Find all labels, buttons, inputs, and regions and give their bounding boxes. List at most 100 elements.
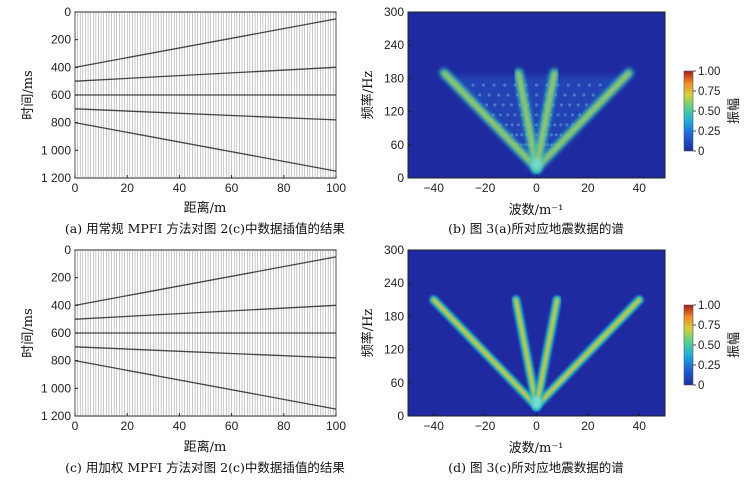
- aliasing-speckle: [578, 113, 582, 117]
- aliasing-speckle: [563, 113, 567, 117]
- x-tick-label: 20: [121, 419, 135, 433]
- x-tick-label: 100: [326, 419, 346, 433]
- aliasing-speckle: [554, 133, 558, 137]
- aliasing-speckle: [553, 123, 557, 127]
- aliasing-speckle: [516, 123, 520, 127]
- panel-a-y-ticks: 0 200 400 600 800 1 000 1 200: [41, 5, 78, 185]
- panel-d-spectrum: [429, 295, 644, 411]
- aliasing-speckle: [491, 113, 495, 117]
- panel-b: −40 −20 0 20 40 0 60 120 180 240 300 波数/m⁻¹ 频率/Hz…: [360, 5, 742, 236]
- y-tick-label: 240: [384, 38, 404, 52]
- x-tick-label: −20: [475, 181, 496, 195]
- aliasing-speckle: [549, 133, 553, 137]
- spectral-apex: [531, 396, 542, 409]
- aliasing-speckle: [481, 83, 486, 87]
- x-tick-label: 40: [633, 181, 647, 195]
- aliasing-speckle: [509, 103, 514, 107]
- seismic-event: [74, 108, 337, 121]
- seismic-event: [74, 18, 337, 68]
- panel-a-events: [74, 18, 337, 172]
- y-tick-label: 120: [384, 343, 404, 357]
- aliasing-speckle: [587, 83, 592, 87]
- panel-c-events: [74, 256, 337, 410]
- aliasing-speckle: [506, 93, 510, 97]
- panel-c-x-ticks: 0 20 40 60 80 100: [72, 413, 346, 433]
- x-tick-label: 0: [72, 181, 79, 195]
- panel-b-y-ticks: 0 60 120 180 240 300: [384, 5, 411, 185]
- aliasing-speckle: [471, 83, 475, 87]
- y-tick-label: 1 200: [41, 409, 71, 423]
- panel-d-y-ticks: 0 60 120 180 240 300: [384, 243, 411, 423]
- y-tick-label: 800: [51, 354, 71, 368]
- panel-d-x-label: 波数/m⁻¹: [509, 441, 564, 456]
- x-tick-label: 20: [581, 419, 595, 433]
- panel-b-x-ticks: −40 −20 0 20 40: [424, 175, 647, 195]
- y-tick-label: 300: [384, 243, 404, 257]
- seismic-event: [74, 66, 337, 82]
- y-tick-label: 1 000: [41, 381, 71, 395]
- y-tick-label: 1 200: [41, 171, 71, 185]
- panel-c-y-ticks: 0 200 400 600 800 1 000 1 200: [41, 243, 78, 423]
- y-tick-label: 180: [384, 309, 404, 323]
- aliasing-speckle: [570, 113, 575, 117]
- aliasing-speckle: [523, 143, 527, 147]
- aliasing-speckle: [484, 103, 489, 107]
- y-tick-label: 180: [384, 71, 404, 85]
- aliasing-speckle: [556, 113, 560, 117]
- spectral-energy-band: [535, 298, 641, 408]
- x-tick-label: 100: [326, 181, 346, 195]
- y-tick-label: 60: [391, 376, 405, 390]
- y-tick-label: 300: [384, 5, 404, 19]
- y-tick-label: 240: [384, 276, 404, 290]
- x-tick-label: 60: [225, 419, 239, 433]
- x-tick-label: 40: [173, 181, 187, 195]
- aliasing-speckle: [503, 83, 507, 87]
- seismic-event: [74, 360, 337, 410]
- panel-c-x-label: 距离/m: [184, 439, 227, 455]
- aliasing-speckle: [568, 103, 572, 107]
- spectral-apex: [531, 158, 542, 171]
- y-tick-label: 800: [51, 116, 71, 130]
- aliasing-speckle: [572, 93, 576, 97]
- aliasing-speckle: [493, 103, 497, 107]
- aliasing-speckle: [584, 103, 589, 107]
- x-tick-label: 40: [633, 419, 647, 433]
- y-tick-label: 1 000: [41, 143, 71, 157]
- x-tick-label: 0: [533, 419, 540, 433]
- y-tick-label: 0: [397, 409, 404, 423]
- x-tick-label: 0: [533, 181, 540, 195]
- panel-b-y-label: 频率/Hz: [360, 71, 376, 120]
- aliasing-speckle: [515, 133, 519, 137]
- panel-c-y-label: 时间/ms: [21, 308, 36, 357]
- colorbar-tick-label: 0.75: [698, 86, 720, 98]
- aliasing-speckle: [498, 113, 503, 117]
- panel-a-x-ticks: 0 20 40 60 80 100: [72, 175, 346, 195]
- x-tick-label: 80: [277, 181, 291, 195]
- x-tick-label: −20: [475, 419, 496, 433]
- panel-a-x-label: 距离/m: [184, 200, 227, 216]
- panel-a-y-label: 时间/ms: [21, 70, 36, 119]
- aliasing-speckle: [478, 93, 482, 97]
- aliasing-speckle: [559, 123, 563, 127]
- panel-b-colorbar-ticks: 1.00 0.75 0.50 0.25 0: [693, 66, 720, 158]
- aliasing-speckle: [566, 83, 570, 87]
- seismic-event: [74, 256, 337, 306]
- x-tick-label: 0: [72, 419, 79, 433]
- y-tick-label: 600: [51, 88, 71, 102]
- aliasing-speckle: [577, 83, 581, 87]
- y-tick-label: 400: [51, 60, 71, 74]
- x-tick-label: 60: [225, 181, 239, 195]
- spectral-energy-band: [535, 71, 631, 170]
- panel-b-caption: (b) 图 3(a)所对应地震数据的谱: [448, 221, 624, 236]
- aliasing-speckle: [506, 113, 510, 117]
- panel-d-caption: (d) 图 3(c)所对应地震数据的谱: [448, 460, 623, 475]
- aliasing-speckle: [497, 93, 501, 97]
- y-tick-label: 120: [384, 105, 404, 119]
- aliasing-speckle: [576, 103, 580, 107]
- colorbar-tick-label: 1.00: [698, 66, 720, 78]
- x-tick-label: 40: [173, 419, 187, 433]
- panel-d-colorbar-label: 振幅: [727, 332, 742, 358]
- spectral-energy-band: [432, 298, 538, 408]
- panel-d-x-ticks: −40 −20 0 20 40: [424, 413, 647, 433]
